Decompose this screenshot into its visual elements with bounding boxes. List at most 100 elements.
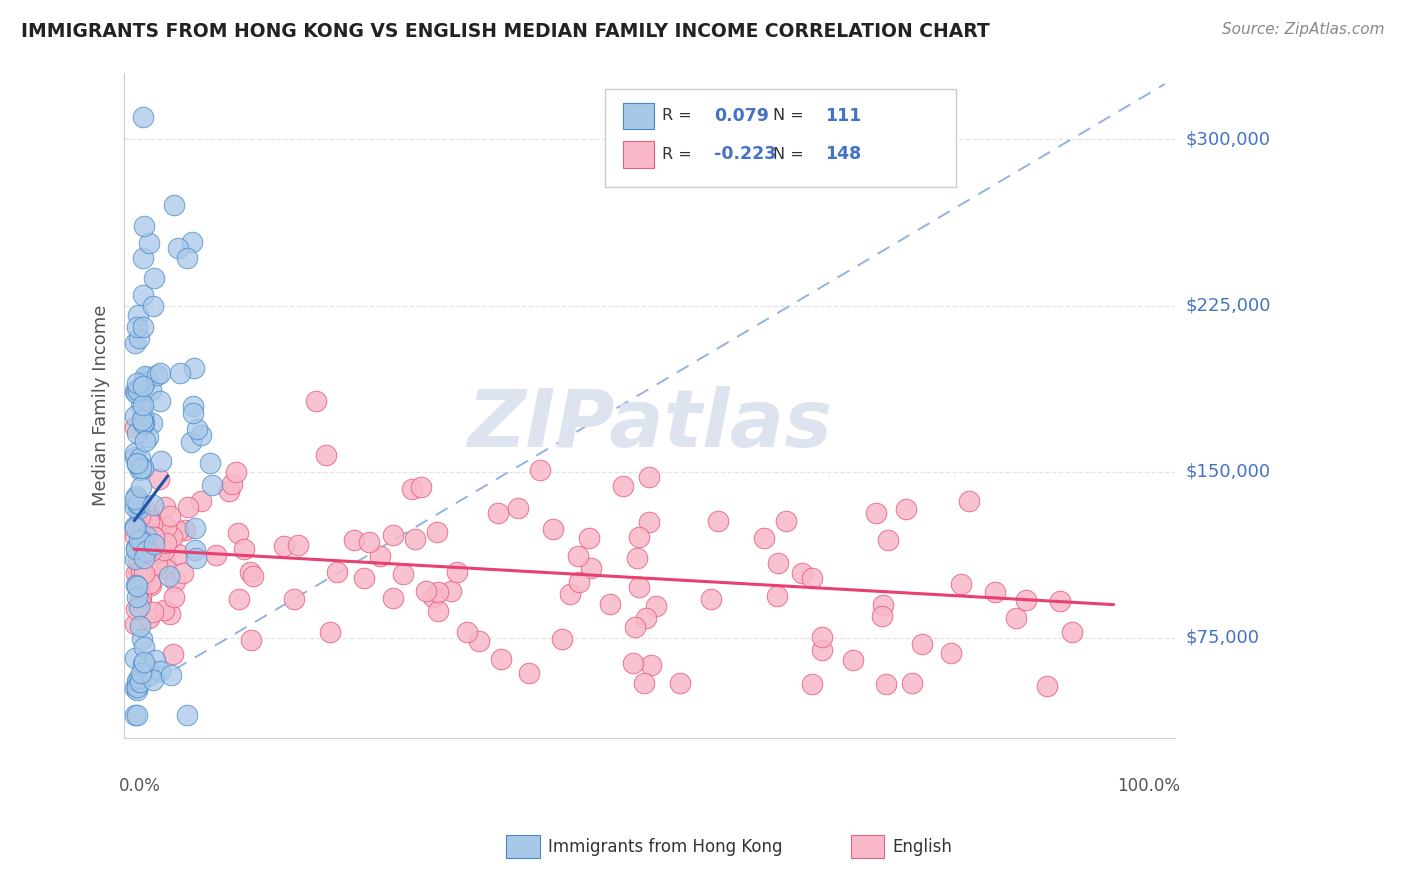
Y-axis label: Median Family Income: Median Family Income bbox=[93, 304, 110, 506]
Point bbox=[169, 367, 191, 381]
Point bbox=[127, 579, 149, 593]
Point bbox=[326, 565, 349, 579]
Point bbox=[381, 528, 404, 542]
Point bbox=[404, 532, 426, 546]
Point bbox=[138, 575, 160, 590]
Point bbox=[287, 538, 309, 552]
Point bbox=[875, 677, 897, 691]
Point bbox=[129, 618, 152, 632]
Point bbox=[128, 538, 150, 552]
Point bbox=[599, 597, 621, 611]
Point bbox=[125, 489, 148, 503]
Point bbox=[775, 514, 797, 528]
Point bbox=[218, 484, 240, 499]
Point bbox=[392, 567, 415, 582]
Point bbox=[163, 197, 186, 211]
Point bbox=[149, 394, 172, 409]
Point bbox=[124, 542, 146, 557]
Point bbox=[439, 583, 461, 598]
Point bbox=[124, 521, 146, 535]
Point bbox=[1049, 594, 1071, 608]
Point bbox=[125, 566, 148, 581]
Point bbox=[129, 666, 152, 681]
Point bbox=[153, 500, 176, 514]
Point bbox=[129, 381, 152, 395]
Point bbox=[132, 519, 155, 533]
Point bbox=[148, 545, 170, 559]
Point bbox=[353, 570, 375, 584]
Point bbox=[401, 482, 423, 496]
Point bbox=[700, 592, 723, 607]
Point bbox=[128, 463, 150, 477]
Point bbox=[139, 668, 162, 682]
Point bbox=[134, 516, 156, 531]
Point bbox=[157, 569, 180, 583]
Point bbox=[149, 664, 172, 678]
Point bbox=[226, 526, 249, 541]
Point bbox=[129, 564, 152, 578]
Point bbox=[132, 657, 155, 672]
Point bbox=[637, 515, 659, 529]
Point bbox=[870, 608, 893, 623]
Point bbox=[142, 299, 165, 313]
Point bbox=[949, 576, 972, 591]
Point bbox=[134, 434, 156, 448]
Point bbox=[141, 416, 163, 430]
Point bbox=[766, 590, 789, 604]
Point bbox=[135, 544, 157, 558]
Point bbox=[800, 677, 823, 691]
Point bbox=[135, 529, 157, 543]
Point bbox=[127, 674, 149, 689]
Point bbox=[127, 383, 149, 397]
Point bbox=[159, 668, 181, 682]
Point bbox=[138, 611, 160, 625]
Point bbox=[342, 533, 364, 548]
Point bbox=[205, 548, 228, 562]
Point bbox=[142, 528, 165, 542]
Text: $225,000: $225,000 bbox=[1185, 296, 1271, 315]
Point bbox=[150, 453, 173, 467]
Point bbox=[125, 708, 148, 723]
Point bbox=[142, 271, 165, 285]
Point bbox=[125, 602, 148, 616]
Point bbox=[127, 680, 149, 694]
Point bbox=[159, 607, 181, 621]
Point bbox=[456, 624, 478, 639]
Text: R =: R = bbox=[662, 109, 692, 123]
Point bbox=[127, 563, 149, 577]
Point bbox=[132, 320, 155, 334]
Point bbox=[172, 566, 194, 580]
Point bbox=[127, 590, 149, 604]
Point bbox=[124, 518, 146, 533]
Point bbox=[180, 435, 202, 450]
Text: Source: ZipAtlas.com: Source: ZipAtlas.com bbox=[1222, 22, 1385, 37]
Point bbox=[143, 537, 166, 551]
Point bbox=[124, 551, 146, 566]
Point bbox=[446, 565, 468, 579]
Point bbox=[127, 553, 149, 567]
Point bbox=[131, 409, 153, 423]
Point bbox=[872, 598, 894, 612]
Point bbox=[957, 494, 980, 508]
Point bbox=[186, 422, 208, 436]
Point bbox=[132, 461, 155, 475]
Point bbox=[382, 591, 405, 606]
Point bbox=[143, 530, 166, 544]
Point bbox=[551, 632, 574, 647]
Point bbox=[128, 599, 150, 614]
Point bbox=[124, 336, 146, 351]
Point bbox=[163, 591, 186, 605]
Point bbox=[242, 569, 264, 583]
Point bbox=[633, 675, 655, 690]
Point bbox=[174, 523, 197, 537]
Point bbox=[1015, 593, 1038, 607]
Point bbox=[125, 320, 148, 334]
Point bbox=[841, 653, 863, 667]
Point bbox=[901, 676, 924, 690]
Point bbox=[127, 677, 149, 691]
Point bbox=[125, 384, 148, 398]
Point bbox=[627, 530, 650, 544]
Point bbox=[128, 495, 150, 509]
Text: $150,000: $150,000 bbox=[1185, 463, 1271, 481]
Point bbox=[155, 520, 177, 534]
